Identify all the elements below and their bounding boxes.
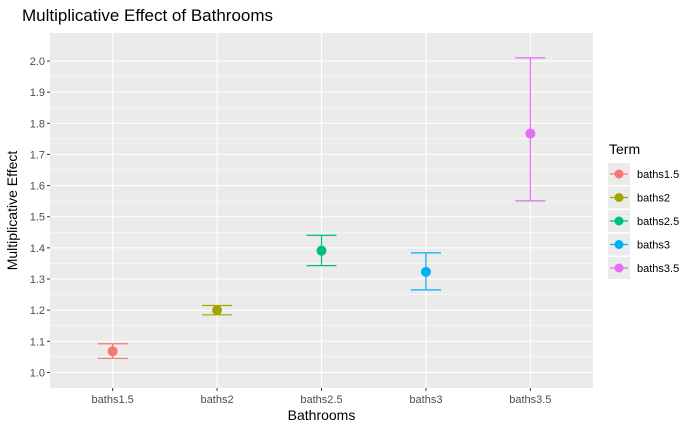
y-tick-label: 1.9 xyxy=(30,87,45,99)
legend-item: baths2.5 xyxy=(608,210,679,232)
point-group xyxy=(202,304,233,316)
data-point xyxy=(316,245,327,256)
x-axis-title: Bathrooms xyxy=(288,407,356,423)
legend-label: baths1.5 xyxy=(637,169,679,181)
y-axis: 1.0 1.1 1.2 1.3 1.4 1.5 1.6 1.7 1.8 1.9 2.0 xyxy=(30,56,50,379)
data-point xyxy=(525,128,536,139)
y-tick-label: 1.1 xyxy=(30,336,45,348)
data-marks xyxy=(97,57,546,360)
point-group xyxy=(410,252,441,291)
y-tick-label: 1.8 xyxy=(30,118,45,130)
legend-key-point xyxy=(614,263,624,273)
legend: Term baths1.5 baths2 baths2.5 baths3 baths3.… xyxy=(608,141,679,279)
y-tick-label: 1.3 xyxy=(30,274,45,286)
legend-key-point xyxy=(614,169,624,179)
y-tick-label: 1.2 xyxy=(30,305,45,317)
y-tick-label: 1.7 xyxy=(30,149,45,161)
point-group xyxy=(306,234,337,267)
legend-label: baths3 xyxy=(637,240,670,252)
legend-key-point xyxy=(614,193,624,202)
legend-label: baths2.5 xyxy=(637,216,679,228)
legend-key-point xyxy=(614,216,624,226)
legend-item: baths1.5 xyxy=(608,163,679,185)
legend-key-point xyxy=(614,240,624,249)
y-tick-label: 1.5 xyxy=(30,212,45,224)
chart-title: Multiplicative Effect of Bathrooms xyxy=(22,6,273,25)
legend-items: baths1.5 baths2 baths2.5 baths3 baths3.5 xyxy=(608,163,679,279)
legend-item: baths2 xyxy=(608,186,670,209)
data-point xyxy=(420,266,431,277)
y-axis-title: Multiplicative Effect xyxy=(4,151,20,271)
x-tick-label: baths1.5 xyxy=(92,394,134,406)
point-group xyxy=(97,343,128,360)
data-point xyxy=(107,346,118,357)
point-group xyxy=(515,57,546,202)
legend-item: baths3 xyxy=(608,233,670,256)
x-tick-label: baths2 xyxy=(201,394,234,406)
data-point xyxy=(212,305,223,316)
y-tick-label: 2.0 xyxy=(30,56,45,68)
x-tick-label: baths3 xyxy=(409,394,442,406)
x-tick-label: baths2.5 xyxy=(300,394,342,406)
x-tick-label: baths3.5 xyxy=(509,394,551,406)
legend-title: Term xyxy=(609,141,640,157)
y-tick-label: 1.0 xyxy=(30,367,45,379)
legend-label: baths3.5 xyxy=(637,263,679,275)
x-axis: baths1.5 baths2 baths2.5 baths3 baths3.5 xyxy=(92,388,551,406)
y-tick-label: 1.6 xyxy=(30,181,45,193)
legend-label: baths2 xyxy=(637,193,670,205)
y-tick-label: 1.4 xyxy=(30,243,45,255)
legend-item: baths3.5 xyxy=(608,257,679,279)
